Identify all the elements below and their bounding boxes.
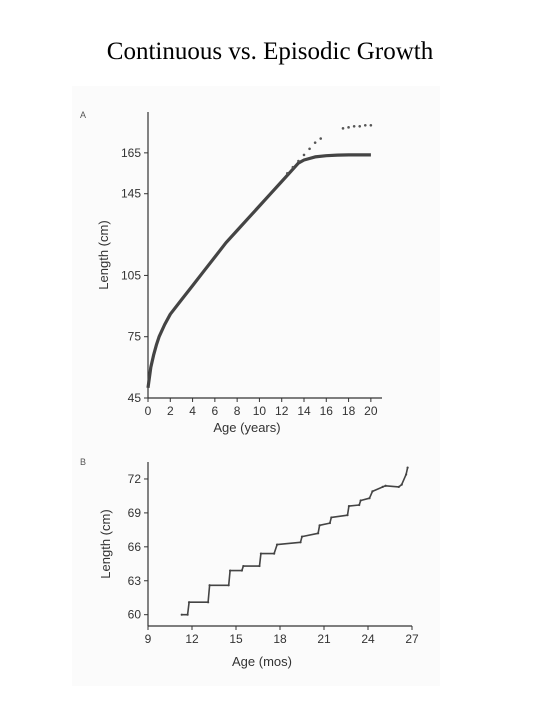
- data-point-dotted: [308, 147, 311, 151]
- data-point-dotted: [297, 159, 300, 163]
- data-point: [227, 584, 230, 587]
- series-line-continuous: [146, 153, 371, 389]
- data-point: [300, 535, 304, 538]
- scanned-figure-background: [72, 86, 440, 686]
- x-axis-label: Age (years): [213, 420, 280, 435]
- y-tick-label: 45: [128, 391, 142, 405]
- x-tick-label: 8: [234, 404, 241, 418]
- data-point: [347, 505, 351, 508]
- data-point: [259, 552, 263, 555]
- data-point: [299, 541, 302, 544]
- y-tick-label: 105: [121, 268, 141, 282]
- y-tick-label: 72: [128, 472, 142, 486]
- data-point-dotted: [341, 127, 345, 130]
- x-tick-label: 16: [320, 404, 334, 418]
- y-axis-label: Length (cm): [98, 509, 113, 578]
- data-point: [381, 485, 384, 488]
- x-tick-label: 12: [185, 632, 199, 646]
- data-point-dotted: [363, 123, 367, 127]
- data-point: [400, 483, 403, 486]
- data-point: [330, 516, 333, 519]
- x-tick-label: 4: [189, 404, 196, 418]
- y-tick-label: 145: [121, 187, 141, 201]
- y-tick-label: 66: [128, 540, 142, 554]
- data-point: [317, 532, 320, 535]
- data-point-dotted: [319, 137, 323, 140]
- x-tick-label: 15: [229, 632, 243, 646]
- x-tick-label: 0: [145, 404, 152, 418]
- data-point: [384, 484, 387, 487]
- data-point-dotted: [369, 123, 373, 127]
- data-point-dotted: [302, 153, 306, 157]
- x-tick-label: 6: [212, 404, 219, 418]
- x-tick-label: 10: [253, 404, 267, 418]
- x-tick-label: 12: [275, 404, 289, 418]
- series-line-episodic: [181, 467, 409, 616]
- panel-label: B: [80, 457, 86, 467]
- data-point: [180, 613, 183, 616]
- data-point: [406, 466, 409, 469]
- x-tick-label: 9: [145, 632, 152, 646]
- data-point: [187, 601, 191, 604]
- data-point-dotted: [285, 171, 289, 175]
- data-point: [242, 564, 245, 568]
- y-tick-label: 165: [121, 146, 141, 160]
- data-point-dotted: [347, 126, 350, 129]
- data-point: [371, 490, 374, 493]
- x-tick-label: 18: [273, 632, 287, 646]
- y-axis-label: Length (cm): [96, 220, 111, 289]
- x-tick-label: 18: [342, 404, 356, 418]
- data-point-dotted: [358, 125, 362, 128]
- data-point: [359, 499, 362, 502]
- y-tick-label: 75: [128, 330, 142, 344]
- data-point-dotted: [352, 125, 356, 128]
- data-point: [208, 584, 211, 587]
- x-axis-label: Age (mos): [232, 654, 292, 669]
- data-point: [207, 601, 210, 604]
- x-tick-label: 27: [405, 632, 419, 646]
- data-point: [346, 514, 349, 517]
- data-point-dotted: [291, 165, 295, 169]
- data-point: [405, 473, 408, 476]
- y-tick-label: 63: [128, 574, 142, 588]
- panel-label: A: [80, 110, 86, 120]
- slide-title: Continuous vs. Episodic Growth: [106, 38, 434, 65]
- data-point: [186, 613, 189, 616]
- y-tick-label: 60: [128, 608, 142, 622]
- data-point: [368, 497, 371, 500]
- data-point: [273, 552, 276, 555]
- x-tick-label: 20: [364, 404, 378, 418]
- data-point: [258, 564, 261, 568]
- x-tick-label: 2: [167, 404, 174, 418]
- data-point-dotted: [313, 141, 317, 144]
- y-tick-label: 69: [128, 506, 142, 520]
- data-point: [275, 543, 279, 546]
- x-tick-label: 24: [361, 632, 375, 646]
- data-point: [229, 569, 232, 572]
- x-tick-label: 21: [317, 632, 331, 646]
- data-point: [397, 485, 400, 488]
- data-point: [240, 569, 243, 572]
- x-tick-label: 14: [297, 404, 311, 418]
- data-point: [318, 524, 321, 527]
- data-point: [328, 521, 331, 525]
- data-point: [358, 503, 361, 507]
